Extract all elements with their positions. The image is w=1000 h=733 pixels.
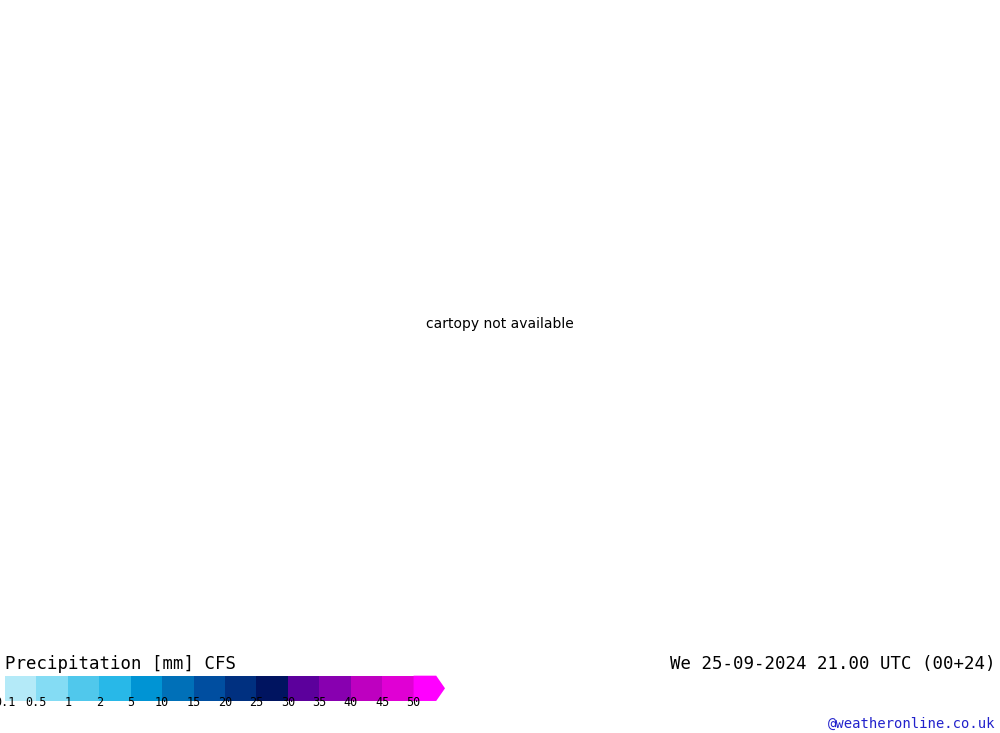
Bar [225, 676, 256, 701]
Bar [382, 676, 414, 701]
Text: 0.1: 0.1 [0, 696, 16, 710]
Text: 35: 35 [312, 696, 326, 710]
Bar [194, 676, 225, 701]
Text: 10: 10 [155, 696, 169, 710]
Text: 40: 40 [344, 696, 358, 710]
Bar [99, 676, 131, 701]
Text: 15: 15 [186, 696, 201, 710]
Text: 5: 5 [127, 696, 134, 710]
Bar [131, 676, 162, 701]
Bar [36, 676, 68, 701]
Bar [68, 676, 99, 701]
Text: 1: 1 [64, 696, 71, 710]
Text: We 25-09-2024 21.00 UTC (00+24): We 25-09-2024 21.00 UTC (00+24) [670, 655, 995, 674]
Bar [162, 676, 194, 701]
Text: 2: 2 [96, 696, 103, 710]
Text: 30: 30 [281, 696, 295, 710]
Text: 20: 20 [218, 696, 232, 710]
Bar [351, 676, 382, 701]
Polygon shape [414, 676, 445, 701]
Bar [5, 676, 36, 701]
Text: 0.5: 0.5 [26, 696, 47, 710]
Text: cartopy not available: cartopy not available [426, 317, 574, 331]
Text: 45: 45 [375, 696, 389, 710]
Bar [256, 676, 288, 701]
Bar [319, 676, 351, 701]
Text: Precipitation [mm] CFS: Precipitation [mm] CFS [5, 655, 236, 674]
Text: 25: 25 [249, 696, 264, 710]
Bar [288, 676, 319, 701]
Text: 50: 50 [406, 696, 421, 710]
Text: @weatheronline.co.uk: @weatheronline.co.uk [828, 716, 995, 731]
